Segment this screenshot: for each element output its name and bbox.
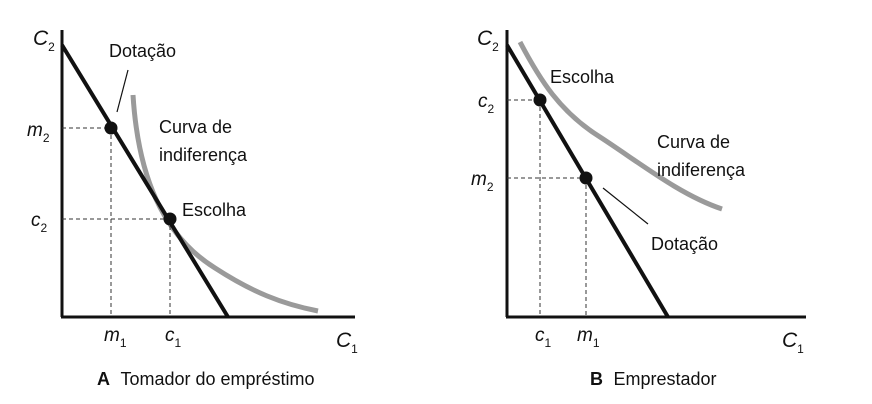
- panel-b-caption: B Emprestador: [590, 369, 717, 389]
- panel-a-indifference-curve: [130, 94, 319, 314]
- panel-b-tick-c2: c2: [478, 91, 495, 116]
- panel-a-budget-line: [60, 43, 230, 319]
- panel-b-indifference-curve: [517, 40, 723, 212]
- panel-b-tick-c1: c1: [535, 325, 552, 350]
- panel-b-choice-point: [533, 93, 547, 107]
- panel-a-tick-c1: c1: [165, 325, 182, 350]
- panel-a-tick-c2: c2: [31, 210, 48, 235]
- panel-a-tick-m2: m2: [27, 120, 50, 145]
- panel-a-endowment-point: [104, 121, 118, 135]
- panel-b-x-axis-label: C1: [782, 329, 804, 356]
- panel-b-curve-label-line2: indiferença: [657, 160, 746, 180]
- panel-a: C2 C1 m2 c2 m1 c1 Dotação Curva de indif…: [27, 27, 358, 389]
- panel-a-y-axis-label: C2: [33, 27, 55, 54]
- panel-a-choice-label: Escolha: [182, 200, 247, 220]
- panel-a-curve-label-line2: indiferença: [159, 145, 248, 165]
- panel-b-curve-label-line1: Curva de: [657, 132, 730, 152]
- panel-b-endowment-label: Dotação: [651, 234, 718, 254]
- panel-a-caption: A Tomador do empréstimo: [97, 369, 315, 389]
- panel-b-tick-m1: m1: [577, 325, 600, 350]
- panel-a-curve-label-line1: Curva de: [159, 117, 232, 137]
- panel-a-endowment-label: Dotação: [109, 41, 176, 61]
- panel-a-endowment-pointer: [116, 69, 129, 113]
- panel-b-tick-m2: m2: [471, 169, 494, 194]
- panel-b-endowment-pointer: [602, 187, 649, 225]
- panel-b-y-axis-label: C2: [477, 27, 499, 54]
- panel-a-x-axis-label: C1: [336, 329, 358, 356]
- panel-a-tick-m1: m1: [104, 325, 127, 350]
- panel-b: C2 C1 c2 m2 c1 m1 Escolha Curva de indif…: [471, 27, 806, 389]
- panel-b-endowment-point: [579, 171, 593, 185]
- panel-b-choice-label: Escolha: [550, 67, 615, 87]
- panel-a-choice-point: [163, 212, 177, 226]
